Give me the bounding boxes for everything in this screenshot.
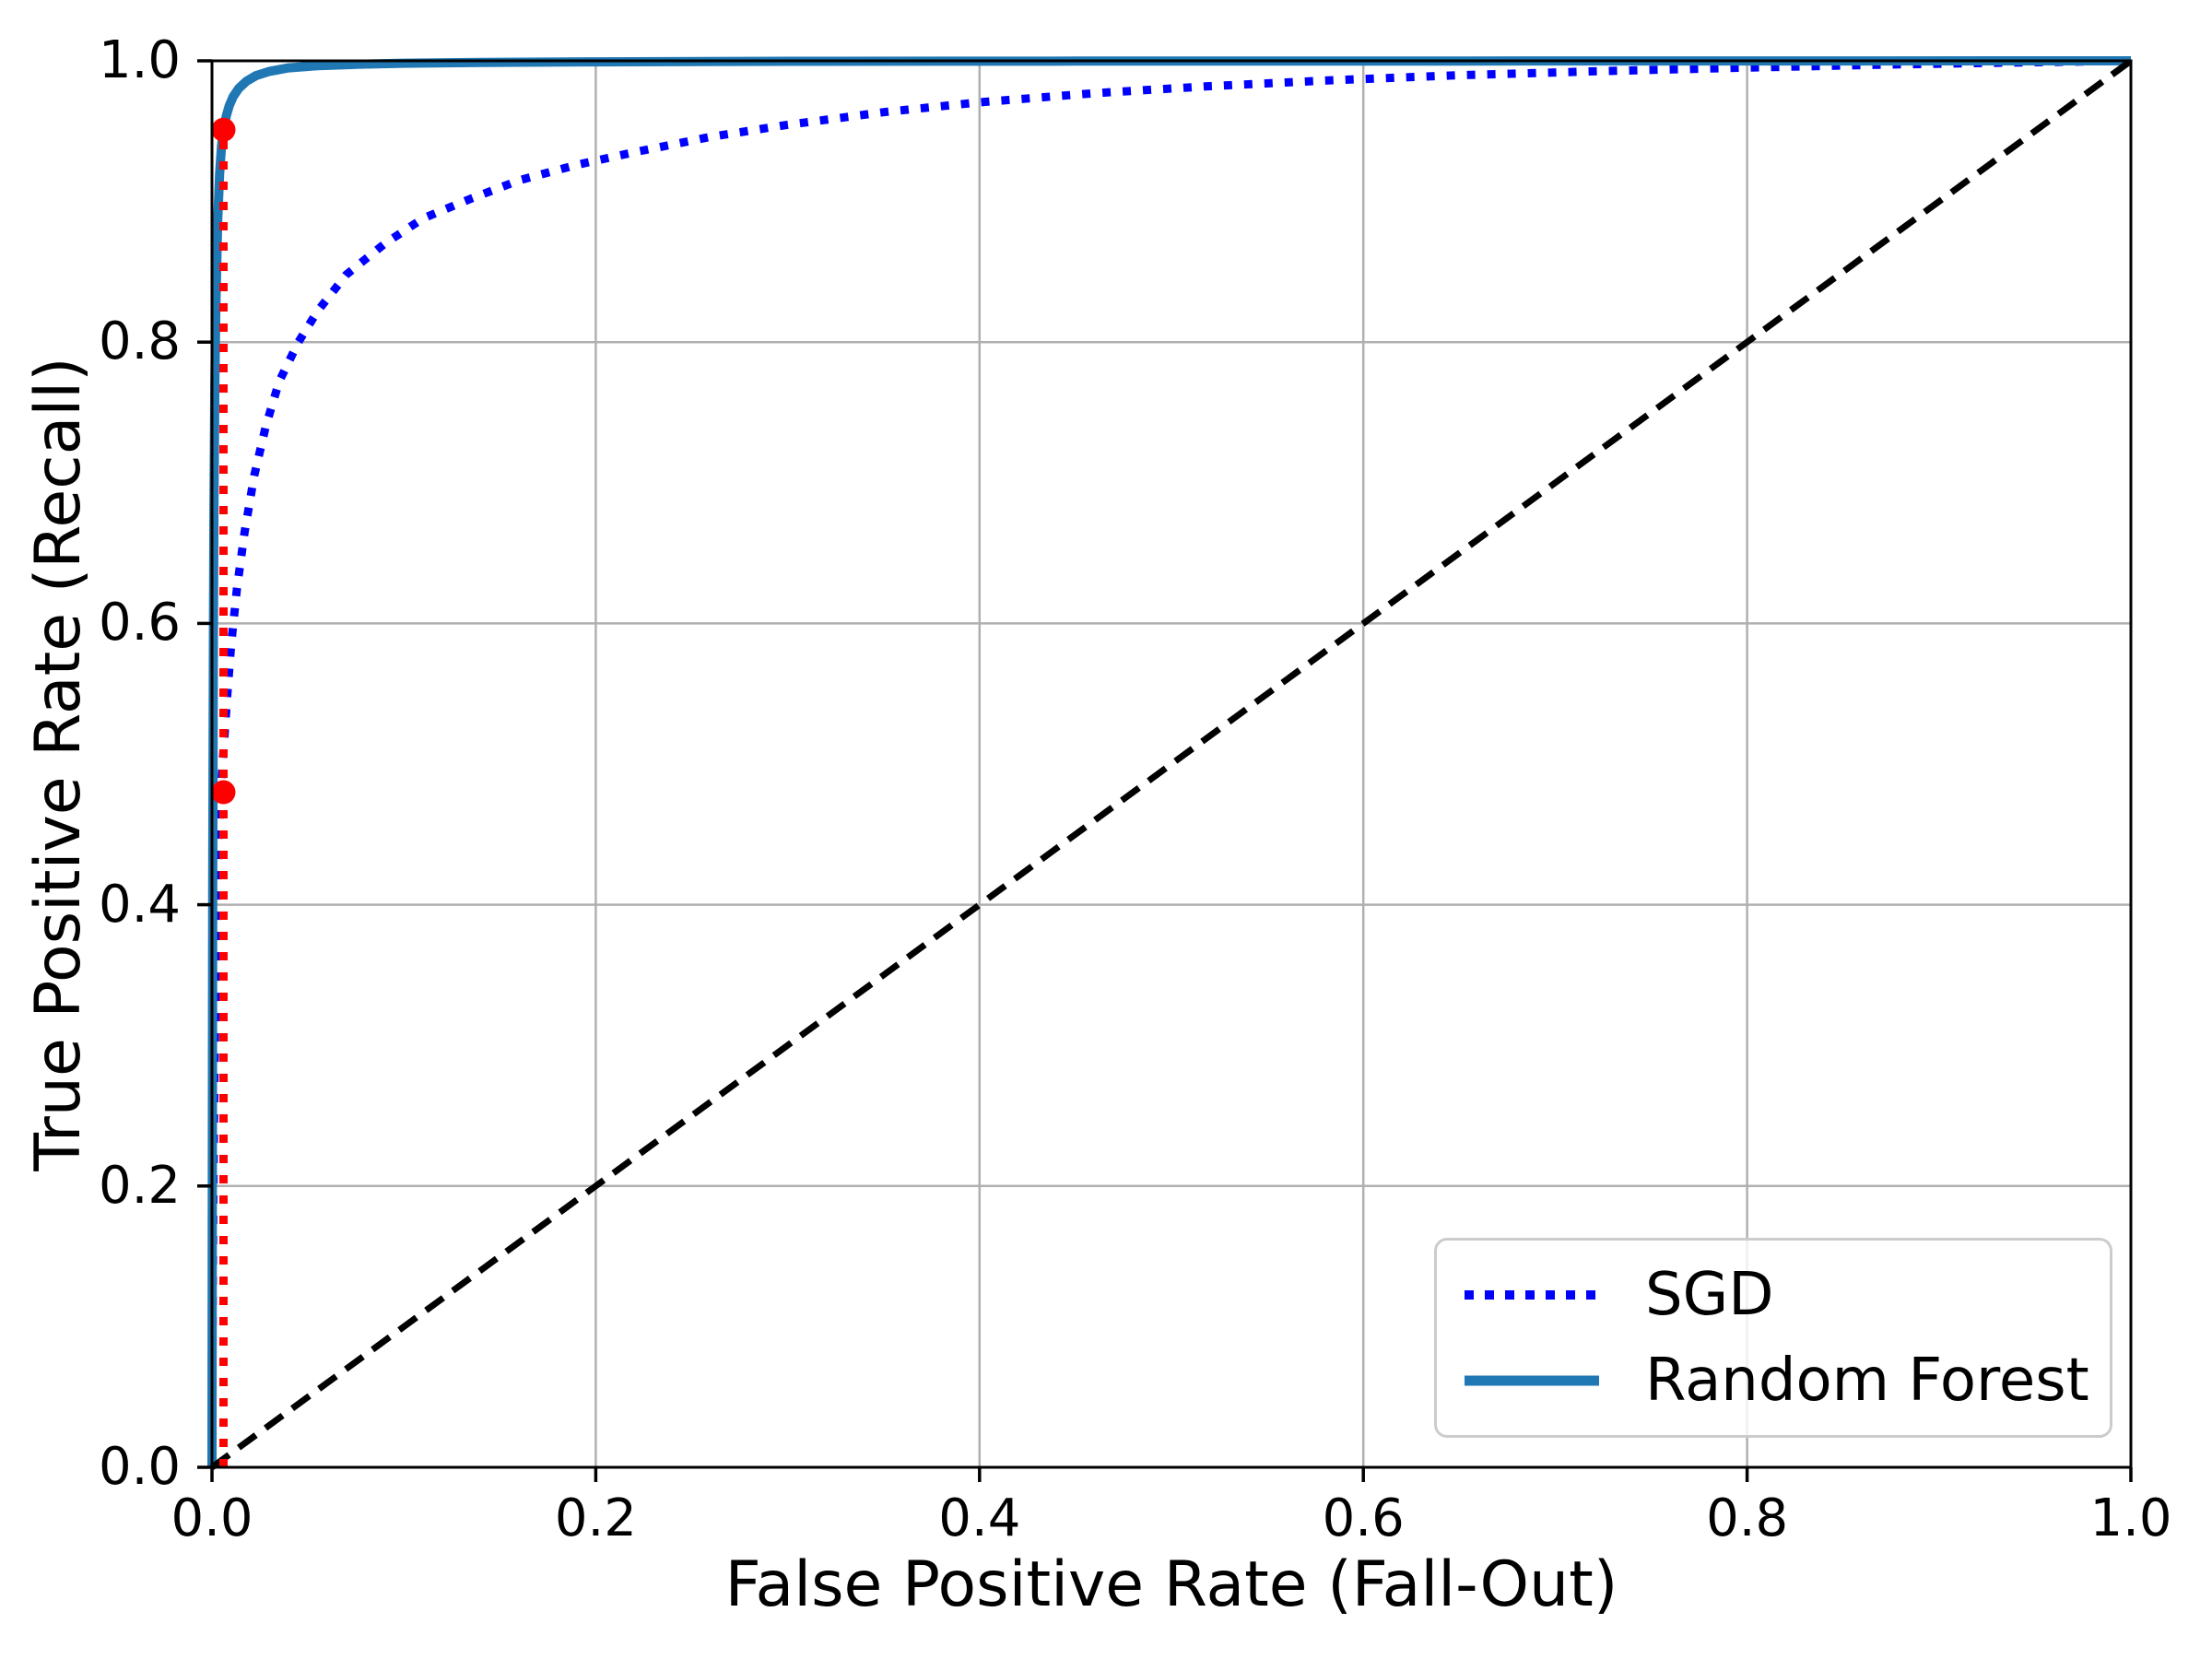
y-tick-label: 1.0: [98, 30, 181, 90]
random-forest-solid-line-sample: [1465, 1375, 1599, 1386]
legend-item-random-forest: Random Forest: [1463, 1348, 2110, 1413]
x-tick-label: 0.4: [938, 1488, 1021, 1548]
x-tick-label: 1.0: [2089, 1488, 2172, 1548]
y-tick-label: 0.8: [98, 312, 181, 372]
axes-spines: [210, 59, 2133, 1469]
y-tick-label: 0.2: [98, 1155, 181, 1216]
x-tick-label: 0.0: [171, 1488, 253, 1548]
rf-threshold-point: [211, 117, 236, 142]
y-tick-label: 0.0: [98, 1437, 181, 1497]
legend-label-random-forest: Random Forest: [1645, 1347, 2089, 1416]
legend-item-sgd: SGD: [1463, 1263, 2110, 1327]
sgd-threshold-point: [211, 780, 236, 805]
sgd-dotted-line-sample: [1465, 1289, 1599, 1300]
y-tick-label: 0.6: [98, 593, 181, 653]
x-tick-label: 0.6: [1322, 1488, 1405, 1548]
y-tick-label: 0.4: [98, 874, 181, 935]
legend: SGD Random Forest: [1434, 1238, 2112, 1438]
y-axis-label: True Positive Rate (Recall): [22, 357, 95, 1171]
x-tick-label: 0.2: [554, 1488, 637, 1548]
legend-label-sgd: SGD: [1645, 1260, 1774, 1329]
x-axis-label: False Positive Rate (Fall-Out): [724, 1548, 1618, 1621]
x-tick-label: 0.8: [1706, 1488, 1789, 1548]
